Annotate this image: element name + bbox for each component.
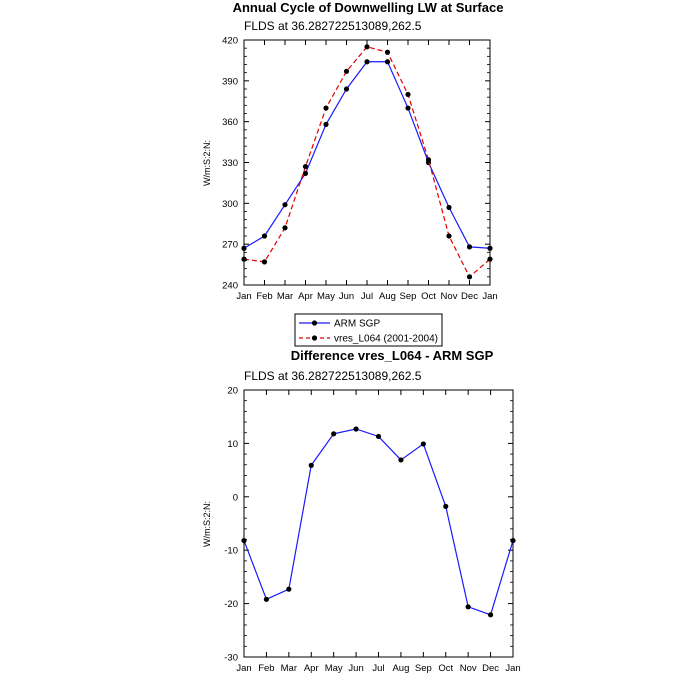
chart1-series-0-point xyxy=(241,245,247,251)
chart1-xtick-label: Jan xyxy=(236,291,251,302)
chart1-series-0-point xyxy=(323,121,329,127)
chart2-series-0-point xyxy=(443,503,449,510)
chart1-ytick-label: 420 xyxy=(222,36,238,47)
chart2-series-0-point xyxy=(331,431,337,437)
chart2-xtick-label: Oct xyxy=(438,663,453,674)
chart2-series-0-point xyxy=(510,537,516,544)
chart1-series-1-point xyxy=(466,274,473,280)
chart1-series-1-point xyxy=(425,157,432,163)
chart1-series-0-point xyxy=(487,245,493,251)
chart1-ticks: Jan Feb Mar Apr May Jun Jul Aug Sep Oct Nov Dec Jan2… xyxy=(222,36,498,303)
chart1-xtick-label: Aug xyxy=(379,291,396,302)
chart1-series-0-point xyxy=(282,202,288,208)
chart2-series-0-point xyxy=(308,462,314,468)
chart1-xtick-label: Feb xyxy=(256,291,272,302)
chart1-series-0-point xyxy=(446,204,452,211)
legend-box xyxy=(294,313,443,347)
chart2-ytick-label: 20 xyxy=(227,386,238,397)
chart2-series-0-point xyxy=(263,596,270,602)
chart1-ytick-label: 330 xyxy=(222,158,238,169)
chart2-xtick-label: Feb xyxy=(258,663,274,674)
chart2-xtick-label: Jan xyxy=(236,663,251,674)
chart2-series-0-point xyxy=(375,433,382,440)
chart1-series-0-point xyxy=(343,86,350,92)
chart2-xtick-label: Jan xyxy=(505,663,520,674)
chart2-series-0-point xyxy=(465,604,471,610)
legend: ARM SGP vres_L064 (2001-2004) xyxy=(294,313,443,347)
chart1-ytick-label: 300 xyxy=(222,199,238,210)
chart1-ytick-label: 360 xyxy=(222,117,238,128)
chart1-plot-frame xyxy=(243,39,491,286)
chart1-xtick-label: Apr xyxy=(298,291,313,302)
chart2-series-0-point xyxy=(487,612,494,618)
chart1-series-1-line xyxy=(243,46,491,278)
chart2-ytick-label: -20 xyxy=(224,599,238,610)
chart1-title: Annual Cycle of Downwelling LW at Surfac… xyxy=(233,0,504,15)
chart1-xtick-label: May xyxy=(317,291,335,302)
chart1-xtick-label: Jul xyxy=(361,291,373,302)
legend-label-arm: ARM SGP xyxy=(334,319,380,330)
chart2-series xyxy=(241,426,516,618)
chart1-ytick-label: 270 xyxy=(222,240,238,251)
chart1-xtick-label: Oct xyxy=(421,291,436,302)
chart2-xtick-label: May xyxy=(325,663,343,674)
chart1-ytick-label: 390 xyxy=(222,76,238,87)
chart2-xtick-label: Nov xyxy=(460,663,477,674)
chart1-xtick-label: Jan xyxy=(482,291,497,302)
chart2-ticks: Jan Feb Mar Apr May Jun Jul Aug Sep Oct Nov Dec Jan-… xyxy=(224,386,520,675)
chart1-series-1-point xyxy=(405,91,411,98)
chart1-series-1-point xyxy=(282,225,288,231)
legend-marker-vres xyxy=(311,335,318,341)
chart2-series-0-point xyxy=(398,457,404,463)
chart2-subtitle: FLDS at 36.282722513089,262.5 xyxy=(244,369,422,383)
chart1-xtick-label: Mar xyxy=(277,291,293,302)
chart2-ytick-label: -10 xyxy=(224,546,238,557)
chart2-xtick-label: Jun xyxy=(348,663,363,674)
chart2-series-0-point xyxy=(420,441,426,447)
chart1-series-0-point xyxy=(261,233,268,239)
chart2-ytick-label: 10 xyxy=(227,439,238,450)
chart1-xtick-label: Jun xyxy=(339,291,354,302)
chart2-series-0-point xyxy=(241,537,247,544)
chart2-series-0-point xyxy=(353,426,359,432)
chart2-series-0-point xyxy=(286,586,292,592)
chart1-xtick-label: Dec xyxy=(461,291,478,302)
chart1-subtitle: FLDS at 36.282722513089,262.5 xyxy=(244,19,422,33)
chart1-series xyxy=(241,44,493,280)
chart2-xtick-label: Sep xyxy=(415,663,432,674)
chart1-xtick-label: Nov xyxy=(441,291,458,302)
chart1-series-1-point xyxy=(343,68,350,74)
chart1-series-1-point xyxy=(261,259,268,265)
chart1-series-0-point xyxy=(364,59,370,65)
chart1-series-0-point xyxy=(466,244,473,250)
chart1-series-1-point xyxy=(487,256,493,262)
chart2-xtick-label: Jul xyxy=(372,663,384,674)
chart2-xtick-label: Dec xyxy=(482,663,499,674)
chart1-series-1-point xyxy=(384,49,391,55)
chart2-plot-frame xyxy=(243,389,514,658)
chart1-series-1-point xyxy=(302,163,309,170)
chart2-xtick-label: Aug xyxy=(392,663,409,674)
chart1-ylabel: W/m:S:2:N: xyxy=(202,140,212,186)
chart2-ytick-label: 0 xyxy=(233,492,238,503)
chart1-series-0-line xyxy=(243,61,491,249)
chart2-ylabel: W/m:S:2:N: xyxy=(202,501,212,547)
chart1-series-1-point xyxy=(446,233,452,239)
legend-label-vres: vres_L064 (2001-2004) xyxy=(334,334,438,345)
chart1-series-0-point xyxy=(405,105,411,111)
chart2-series-0-line xyxy=(243,428,514,616)
chart2-title: Difference vres_L064 - ARM SGP xyxy=(291,348,494,363)
chart1-series-0-point xyxy=(384,59,391,65)
chart1-series-1-point xyxy=(323,105,329,111)
legend-marker-arm xyxy=(311,320,318,326)
chart1-series-1-point xyxy=(364,44,370,50)
chart2-xtick-label: Apr xyxy=(304,663,319,674)
chart1-series-1-point xyxy=(241,256,247,262)
chart1-series-0-point xyxy=(302,170,309,176)
chart2-xtick-label: Mar xyxy=(281,663,297,674)
chart1-xtick-label: Sep xyxy=(400,291,417,302)
chart2-ytick-label: -30 xyxy=(224,653,238,664)
chart1-ytick-label: 240 xyxy=(222,281,238,292)
